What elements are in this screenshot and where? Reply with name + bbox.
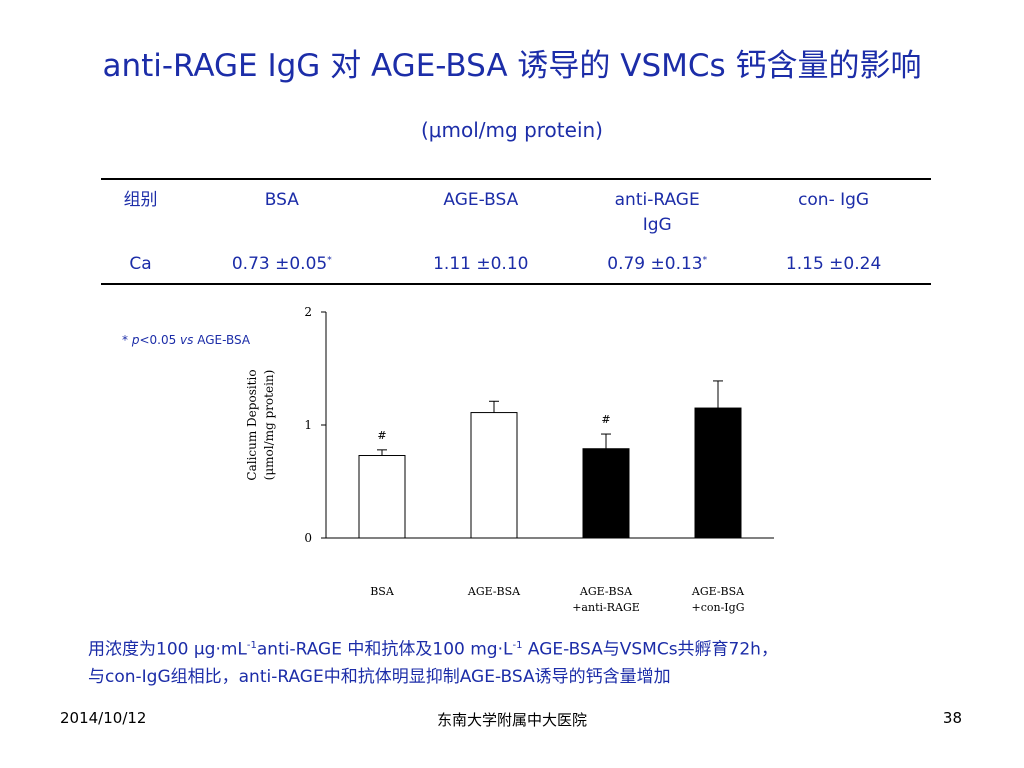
table-header-bsa: BSA xyxy=(264,190,299,210)
significance-mark: # xyxy=(377,429,386,442)
footer-page-number: 38 xyxy=(942,709,962,727)
x-category-label: BSA xyxy=(370,585,395,598)
x-category-label: AGE-BSA xyxy=(579,585,633,598)
footer-date: 2014/10/12 xyxy=(60,709,147,727)
bar xyxy=(694,407,742,539)
table-header-con-igg: con- IgG xyxy=(798,190,870,210)
table-cell: 1.15 ±0.24 xyxy=(785,254,882,274)
table-header-group: 组别 xyxy=(123,190,158,210)
significance-mark: # xyxy=(601,413,610,426)
bar xyxy=(358,455,406,539)
y-tick-label: 2 xyxy=(304,305,312,319)
y-axis-label: Calicum Depositio xyxy=(245,369,259,480)
slide-caption: 用浓度为100 μg·mL-1anti-RAGE 中和抗体及100 mg·L-1… xyxy=(88,632,988,691)
y-tick-label: 0 xyxy=(304,531,312,545)
table-header-age-bsa: AGE-BSA xyxy=(443,190,519,210)
table-unit: (μmol/mg protein) xyxy=(421,118,603,142)
table-cell: 0.79 ±0.13* xyxy=(607,254,708,274)
y-axis-label: (μmol/mg protein) xyxy=(262,370,276,481)
table-row-label: Ca xyxy=(129,254,152,274)
table-row: Ca 0.73 ±0.05* 1.11 ±0.10 0.79 ±0.13* 1.… xyxy=(101,244,931,284)
slide-title: anti-RAGE IgG 对 AGE-BSA 诱导的 VSMCs 钙含量的影响 xyxy=(102,48,922,84)
x-category-label: +con-IgG xyxy=(692,601,745,614)
y-tick-label: 1 xyxy=(304,418,312,432)
table-cell: 1.11 ±0.10 xyxy=(433,254,529,274)
bar xyxy=(582,448,630,539)
x-category-label: AGE-BSA xyxy=(691,585,745,598)
footer-organization: 东南大学附属中大医院 xyxy=(436,711,587,729)
table-header-anti-rage: anti-RAGE IgG xyxy=(614,190,700,235)
table-cell: 0.73 ±0.05* xyxy=(231,254,332,274)
significance-note: * p<0.05 vs AGE-BSA xyxy=(122,333,251,347)
bar xyxy=(470,412,518,539)
x-category-label: +anti-RAGE xyxy=(572,601,640,614)
x-category-label: AGE-BSA xyxy=(467,585,521,598)
data-table: 组别 BSA AGE-BSA anti-RAGE IgG con- IgG Ca… xyxy=(101,178,931,285)
table-header-row: 组别 BSA AGE-BSA anti-RAGE IgG con- IgG xyxy=(101,179,931,244)
caption-line-1: 用浓度为100 μg·mL-1anti-RAGE 中和抗体及100 mg·L-1… xyxy=(88,639,778,660)
caption-line-2: 与con-IgG组相比，anti-RAGE中和抗体明显抑制AGE-BSA诱导的钙… xyxy=(88,666,671,687)
